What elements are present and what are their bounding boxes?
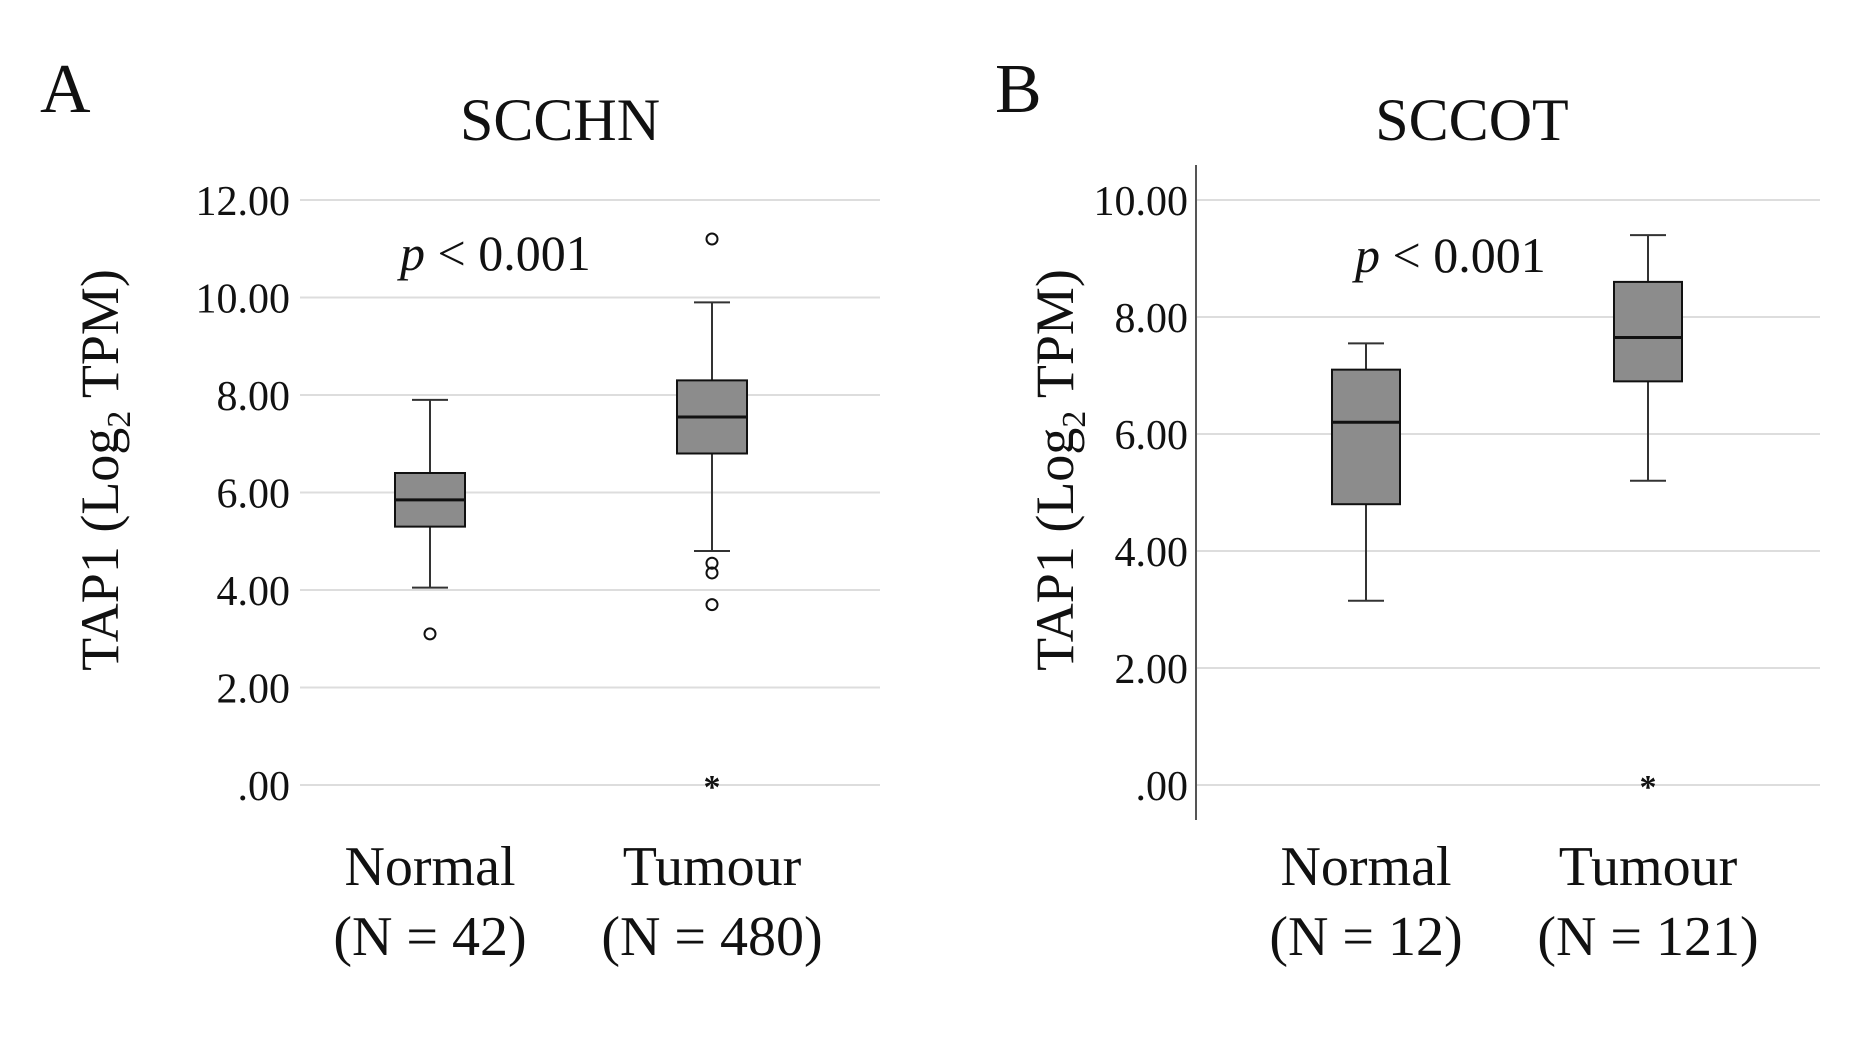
panel-b: B SCCOT .00 2.00 4.00 6.00 8.00 10.00 TAP1 (L… (995, 51, 1820, 968)
panel-b-normal-box (1331, 368, 1401, 506)
panel-a-group-n-tumour: (N = 480) (601, 906, 822, 968)
panel-a-y-tick-label: .00 (238, 764, 291, 810)
panel-a-tumour-outlier-extreme: * (704, 769, 721, 806)
panel-a-letter: A (40, 51, 91, 128)
panel-a-group-label-normal: Normal (344, 836, 515, 898)
panel-a-y-tick-label: 10.00 (196, 277, 291, 323)
panel-a-tumour-outlier (705, 566, 719, 580)
panel-b-title: SCCOT (1375, 87, 1568, 153)
panel-b-y-tick-label: .00 (1136, 764, 1189, 810)
panel-b-y-tick-label: 10.00 (1094, 179, 1189, 225)
panel-a-tumour-outlier (705, 556, 719, 570)
panel-a-tumour-outlier (705, 598, 719, 612)
panel-a-p-value: p < 0.001 (397, 225, 591, 281)
panel-a-y-ticks: .00 2.00 4.00 6.00 8.00 10.00 12.00 (196, 179, 291, 810)
panel-b-group-label-normal: Normal (1280, 836, 1451, 898)
panel-a-gridlines (300, 199, 880, 786)
panel-b-group-n-tumour: (N = 121) (1537, 906, 1758, 968)
panel-a-y-axis-label: TAP1 (Log2 TPM) (70, 269, 138, 671)
panel-a-group-n-normal: (N = 42) (333, 906, 526, 968)
panel-b-y-tick-label: 2.00 (1115, 647, 1189, 693)
panel-b-tumour-outlier-extreme: * (1640, 769, 1657, 806)
panel-a-y-tick-label: 6.00 (217, 472, 291, 518)
panel-b-y-tick-label: 4.00 (1115, 530, 1189, 576)
panel-a-group-label-tumour: Tumour (623, 836, 802, 898)
panel-a-y-tick-label: 8.00 (217, 374, 291, 420)
panel-b-letter: B (995, 51, 1042, 128)
panel-b-y-tick-label: 6.00 (1115, 413, 1189, 459)
panel-a-boxes: * (394, 232, 748, 806)
panel-b-group-n-normal: (N = 12) (1269, 906, 1462, 968)
panel-b-boxes: * (1331, 234, 1683, 806)
panel-b-tumour-box (1613, 280, 1683, 383)
panel-a-tumour-outlier (705, 232, 719, 246)
panel-a-y-tick-label: 4.00 (217, 569, 291, 615)
panel-a: A SCCHN .00 2.00 4.00 6.00 8.00 10.00 12.00 TA… (40, 51, 880, 968)
panel-b-y-ticks: .00 2.00 4.00 6.00 8.00 10.00 (1094, 179, 1189, 810)
panel-b-group-label-tumour: Tumour (1559, 836, 1738, 898)
panel-a-y-tick-label: 12.00 (196, 179, 291, 225)
panel-b-y-axis-label: TAP1 (Log2 TPM) (1025, 269, 1093, 671)
panel-a-title: SCCHN (460, 87, 660, 153)
panel-b-p-value: p < 0.001 (1352, 227, 1546, 283)
panel-a-normal-outlier (423, 627, 437, 641)
panel-a-y-tick-label: 2.00 (217, 667, 291, 713)
panel-b-gridlines (1196, 199, 1820, 786)
panel-b-y-tick-label: 8.00 (1115, 296, 1189, 342)
